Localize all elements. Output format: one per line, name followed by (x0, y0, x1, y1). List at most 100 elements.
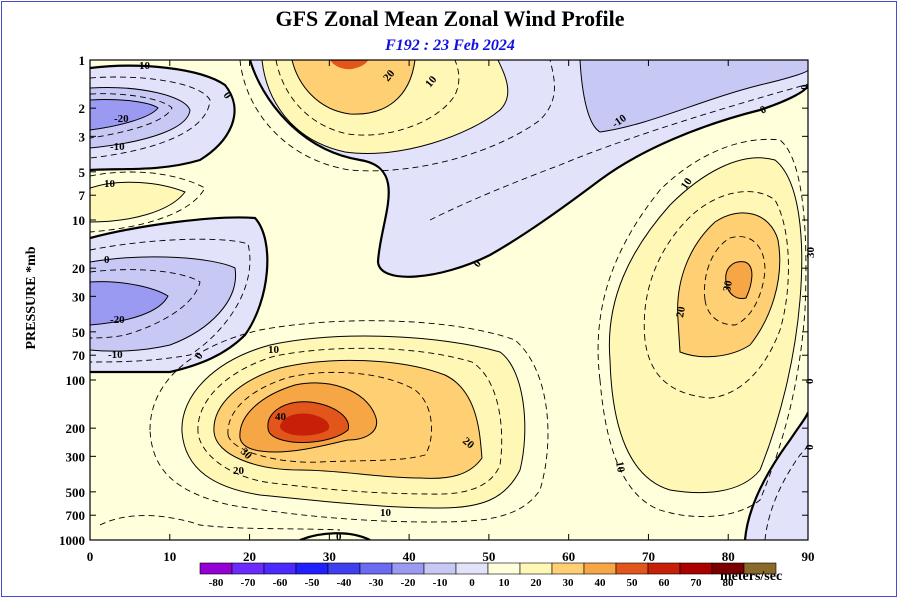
colorbar-swatch (231, 562, 265, 575)
fill-neg10-upper-right (580, 60, 808, 132)
contour-zero-5 (299, 532, 371, 540)
colorbar-swatch (359, 562, 393, 575)
colorbar-level-label: -60 (273, 577, 288, 589)
contour-15-polar (643, 191, 789, 399)
colorbar-swatch (743, 562, 777, 575)
contour-40-jet (267, 401, 350, 443)
y-tick-label: 1000 (59, 533, 85, 548)
colorbar-swatch (487, 562, 521, 575)
contour-label: 0 (804, 444, 816, 450)
x-tick-label: 90 (802, 549, 815, 564)
contour-neg10-upper-right (579, 60, 808, 133)
colorbar-units: meters/sec (720, 569, 783, 584)
colorbar-swatch (391, 562, 425, 575)
colorbar-swatch (519, 562, 553, 575)
colorbar-level-label: -20 (401, 577, 416, 589)
x-tick-label: 20 (243, 549, 256, 564)
contour-label: 0 (804, 378, 816, 384)
contour-neg5-upper-left (90, 76, 211, 159)
contour-30-polar (725, 261, 753, 299)
contour-label: 10 (268, 344, 280, 356)
colorbar-swatch (615, 562, 649, 575)
contour-zero-4 (743, 411, 808, 540)
contour-label: -20 (110, 314, 125, 326)
chart-title: GFS Zonal Mean Zonal Wind Profile (275, 6, 625, 31)
colorbar-level-label: 80 (723, 577, 735, 589)
colorbar-level-label: 60 (659, 577, 671, 589)
fill-neg-lower-right (745, 412, 808, 540)
contour-10-top (261, 60, 509, 154)
contour-label: 0 (336, 531, 342, 543)
fill-neg20-upper-left (90, 99, 158, 130)
colorbar-level-label: -70 (241, 577, 256, 589)
contour-15-jet (197, 347, 503, 495)
x-tick-label: 30 (323, 549, 336, 564)
colorbar-swatch (263, 562, 297, 575)
fill-20-30-top (292, 60, 415, 115)
contour-10-left (90, 181, 186, 223)
contour-label: 20 (674, 305, 688, 318)
fill-10-20-left (90, 182, 185, 222)
contour-neg15-upper-left (90, 93, 173, 139)
x-tick-label: 0 (87, 549, 94, 564)
colorbar-level-label: 20 (531, 577, 543, 589)
colorbar-swatch (295, 562, 329, 575)
chart-subtitle: F192 : 23 Feb 2024 (385, 37, 515, 54)
contour-10-jet (181, 335, 526, 509)
x-tick-label: 60 (562, 549, 575, 564)
contour-neg20-upper-left (90, 99, 159, 131)
contour-zero-2 (90, 64, 236, 172)
contour-label: 20 (233, 465, 245, 477)
contour-label: 10 (139, 60, 151, 72)
y-tick-label: 50 (72, 325, 85, 340)
contour-zero-3 (90, 216, 269, 374)
contour-25-jet (227, 371, 432, 463)
colorbar-level-label: 40 (595, 577, 607, 589)
colorbar-swatch (647, 562, 681, 575)
contour-label: 0 (104, 254, 110, 266)
y-tick-label: 2 (79, 101, 86, 116)
contour-label: 0 (799, 84, 811, 90)
x-axis: 0 10 20 30 40 50 60 70 80 90 (87, 60, 815, 564)
contour-5-jet (149, 320, 549, 523)
colorbar-level-label: -80 (209, 577, 224, 589)
contour-5-bottom (99, 515, 341, 531)
colorbar-level-label: -40 (337, 577, 352, 589)
y-tick-label: 700 (66, 508, 86, 523)
contour-20-top (291, 60, 416, 115)
colorbar-level-label: -50 (305, 577, 320, 589)
contour-30-jet (239, 382, 378, 453)
contour-label: 40 (275, 411, 287, 423)
x-tick-label: 10 (163, 549, 176, 564)
x-tick-label: 80 (722, 549, 735, 564)
colorbar-swatch (327, 562, 361, 575)
colorbar-level-label: 70 (691, 577, 703, 589)
contour-20-jet (213, 359, 483, 479)
y-tick-label: 5 (79, 165, 86, 180)
contour-20-polar (677, 212, 781, 358)
colorbar-level-label: 30 (563, 577, 575, 589)
colorbar-level-label: -10 (433, 577, 448, 589)
plot-area-border (89, 59, 809, 541)
y-tick-label: 7 (79, 188, 86, 203)
contour-neg15-mid-left (90, 269, 201, 339)
contour-label: -10 (110, 141, 125, 153)
contour-5-left (90, 171, 206, 233)
colorbar: -80 -70 -60 -50 -40 -30 -20 -10 0 10 20 30 40 50 60 70 8… (199, 562, 777, 589)
x-tick-label: 40 (403, 549, 416, 564)
colorbar-swatch (199, 562, 233, 575)
y-tick-label: 10 (72, 213, 85, 228)
colorbar-level-label: 50 (627, 577, 639, 589)
colorbar-swatch (679, 562, 713, 575)
contour-label: -10 (108, 349, 123, 361)
y-tick-label: 20 (72, 261, 85, 276)
contour-label: -20 (114, 113, 129, 125)
contour-label: 10 (380, 507, 392, 519)
dashed-contours (90, 60, 808, 540)
y-tick-label: 100 (66, 373, 86, 388)
colorbar-swatch (583, 562, 617, 575)
colorbar-swatch (455, 562, 489, 575)
